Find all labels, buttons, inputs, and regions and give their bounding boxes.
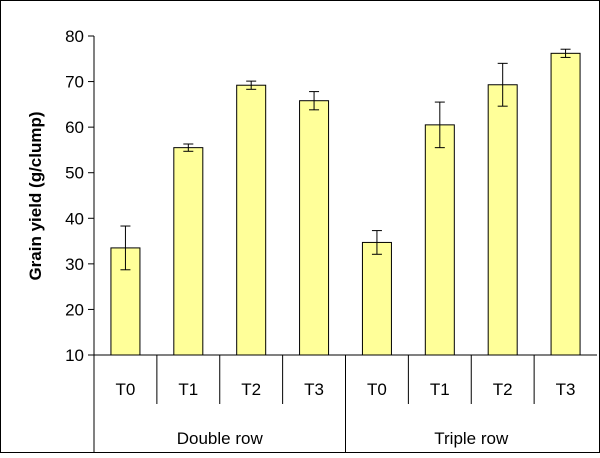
x-category-label: T0 (367, 380, 387, 399)
y-tick-label: 40 (65, 209, 84, 228)
x-category-label: T2 (241, 380, 261, 399)
bar (236, 84, 267, 356)
y-tick-label: 70 (65, 73, 84, 92)
y-tick-label: 20 (65, 300, 84, 319)
x-category-label: T3 (304, 380, 324, 399)
bar (487, 84, 518, 356)
x-category-label: T1 (430, 380, 450, 399)
y-tick-label: 50 (65, 164, 84, 183)
bar (299, 100, 330, 356)
x-group-label: Triple row (434, 429, 509, 448)
x-category-label: T2 (493, 380, 513, 399)
bar (424, 124, 455, 356)
y-tick-label: 60 (65, 118, 84, 137)
x-category-label: T1 (178, 380, 198, 399)
y-tick-label: 10 (65, 346, 84, 365)
chart-marks: 10 20 30 40 50 60 70 80 T0 T1 T2 T3 T0 T1 T2 T3 Double r… (65, 27, 597, 453)
bar (550, 52, 581, 356)
y-tick-label: 30 (65, 255, 84, 274)
y-tick-label: 80 (65, 27, 84, 46)
x-category-label: T3 (556, 380, 576, 399)
x-category-label: T0 (116, 380, 136, 399)
y-axis-label: Grain yield (g/clump) (26, 111, 45, 280)
bar (361, 241, 392, 356)
x-group-label: Double row (177, 429, 264, 448)
bar (173, 147, 204, 356)
